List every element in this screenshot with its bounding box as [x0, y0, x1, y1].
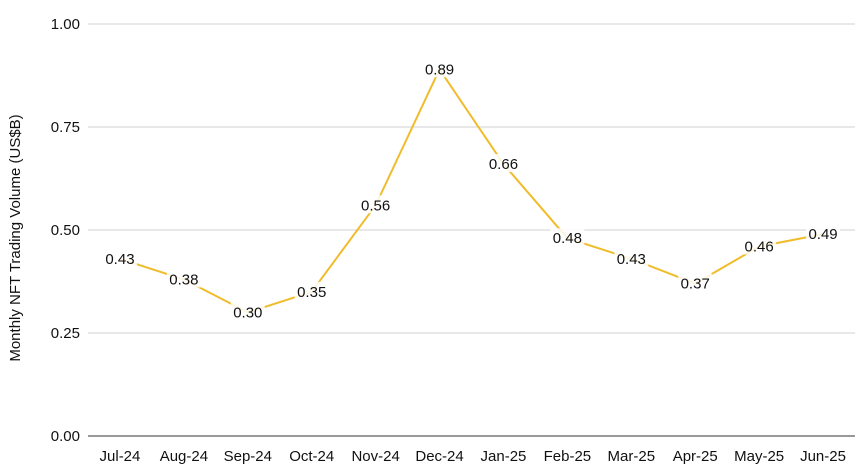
data-label-group: 0.43 — [102, 248, 137, 268]
x-tick-label: Nov-24 — [351, 448, 399, 465]
gridlines — [88, 23, 855, 437]
data-label: 0.66 — [489, 156, 518, 173]
data-label: 0.37 — [681, 276, 710, 293]
data-label-group: 0.49 — [806, 224, 841, 243]
data-label: 0.56 — [361, 197, 390, 214]
data-labels: 0.43 0.38 0.30 0.35 0.56 0.89 0.66 0.48 0.43 0.37… — [102, 59, 841, 321]
x-tick-label: Apr-25 — [673, 448, 718, 465]
x-tick-label: Oct-24 — [289, 448, 334, 465]
data-label-group: 0.56 — [358, 195, 393, 214]
data-label: 0.43 — [105, 251, 134, 268]
data-label-background — [358, 195, 393, 214]
x-tick-label: Sep-24 — [224, 448, 272, 465]
data-label-background — [614, 248, 649, 267]
x-tick-label: Dec-24 — [415, 448, 463, 465]
data-label: 0.46 — [745, 238, 774, 255]
data-label-group: 0.37 — [678, 273, 713, 293]
data-label-group: 0.89 — [422, 59, 457, 78]
y-tick-label: 0.25 — [51, 325, 80, 342]
x-axis-tick-labels: Jul-24 Aug-24 Sep-24 Oct-24 Nov-24 Dec-24 Jan-… — [100, 448, 846, 465]
data-label-group: 0.66 — [486, 154, 521, 173]
y-axis-tick-labels: 0.00 0.25 0.50 0.75 1.00 — [51, 16, 80, 445]
data-label-group: 0.46 — [742, 236, 777, 255]
y-tick-label: 1.00 — [51, 16, 80, 33]
data-label-group: 0.30 — [230, 302, 265, 321]
x-tick-label: May-25 — [734, 448, 784, 465]
x-tick-label: Jul-24 — [100, 448, 141, 465]
data-label: 0.35 — [297, 284, 326, 301]
data-label-background — [422, 59, 457, 78]
x-tick-label: Feb-25 — [544, 448, 592, 465]
x-tick-label: Aug-24 — [160, 448, 208, 465]
data-label-background — [550, 228, 585, 247]
x-tick-label: Mar-25 — [608, 448, 656, 465]
data-label: 0.38 — [169, 271, 198, 288]
data-label-background — [230, 302, 265, 321]
series-monthly-volume — [119, 68, 824, 314]
data-label: 0.43 — [617, 251, 646, 268]
data-label-background — [166, 269, 201, 288]
data-label-group: 0.38 — [166, 269, 201, 288]
data-label-background — [294, 281, 329, 300]
series-line — [119, 68, 824, 314]
data-label: 0.48 — [553, 230, 582, 247]
data-label: 0.30 — [233, 304, 262, 321]
data-label-group: 0.48 — [550, 228, 585, 247]
data-label-background — [678, 273, 713, 292]
x-tick-label: Jan-25 — [481, 448, 527, 465]
data-label-background — [742, 236, 777, 255]
data-label: 0.49 — [808, 226, 837, 243]
y-tick-label: 0.00 — [51, 428, 80, 445]
data-label: 0.89 — [425, 61, 454, 78]
y-axis-label: Monthly NFT Trading Volume (US$B) — [7, 114, 24, 361]
data-label-background — [102, 248, 137, 267]
data-label-group: 0.35 — [294, 281, 329, 301]
data-label-background — [486, 154, 521, 173]
data-label-background — [806, 224, 841, 243]
y-tick-label: 0.75 — [51, 119, 80, 136]
data-label-group: 0.43 — [614, 248, 649, 268]
y-tick-label: 0.50 — [51, 222, 80, 239]
x-tick-label: Jun-25 — [800, 448, 846, 465]
